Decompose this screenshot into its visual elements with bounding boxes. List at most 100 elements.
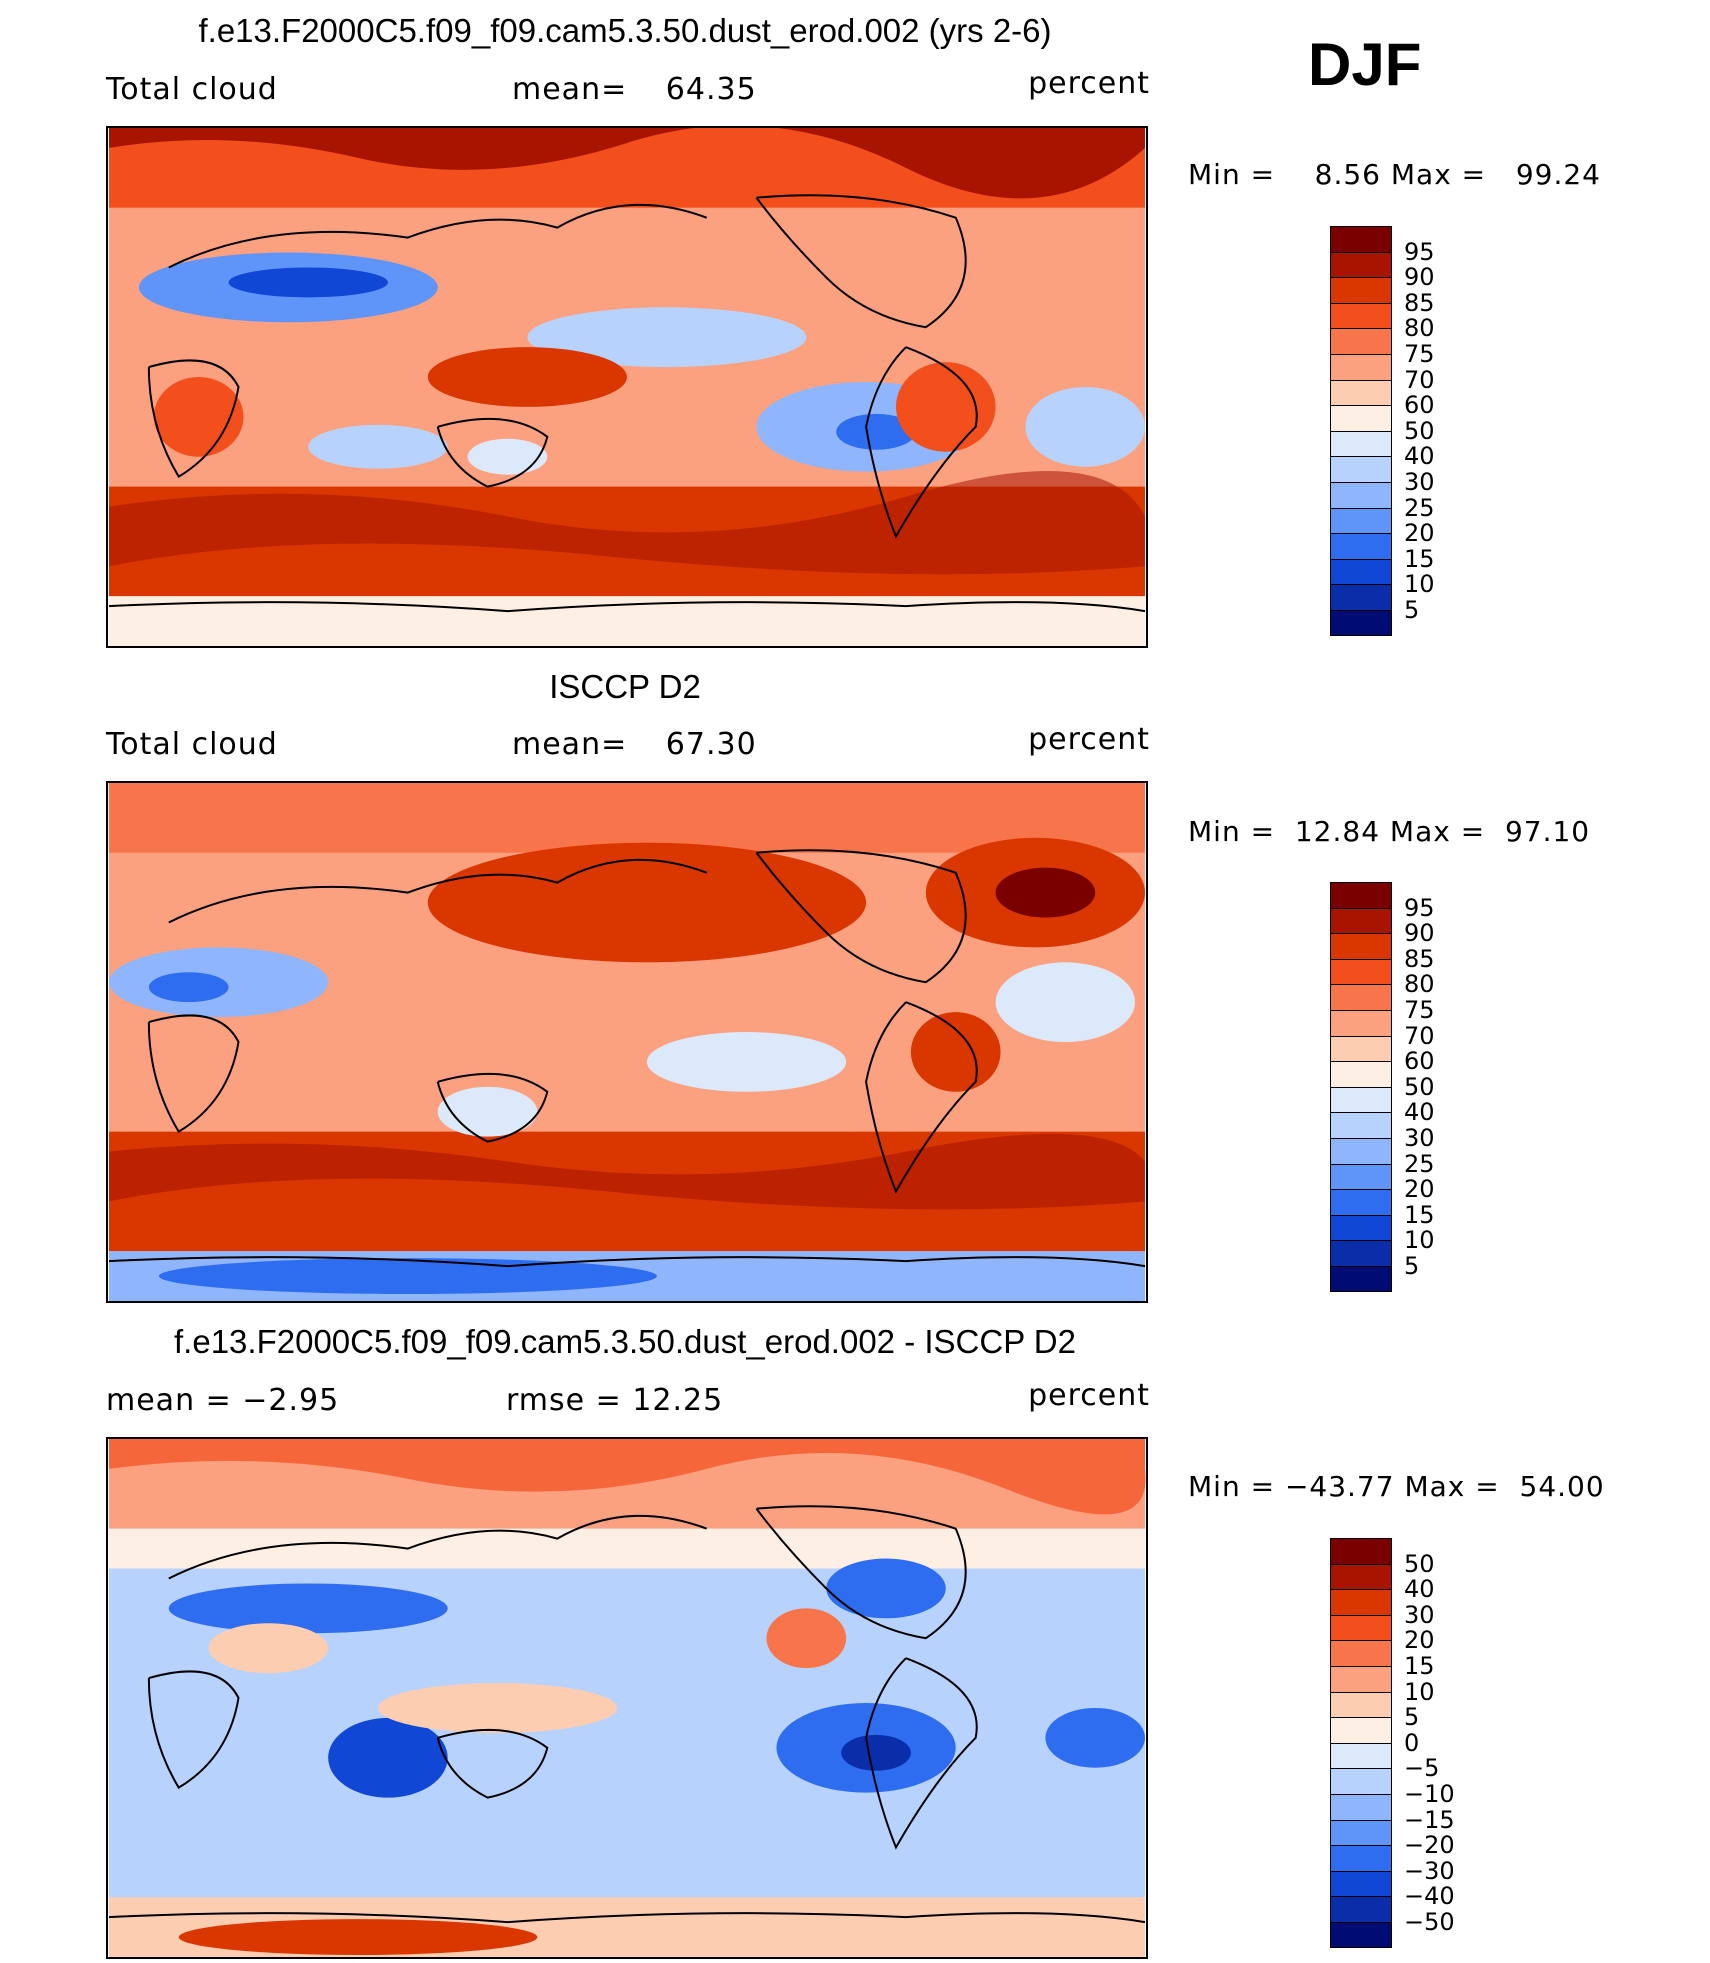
- colorbar-swatch: [1330, 558, 1392, 585]
- colorbar-swatch: [1330, 1768, 1392, 1794]
- colorbar-swatch: [1330, 1240, 1392, 1266]
- colorbar-label: −20: [1404, 1831, 1455, 1860]
- colorbar-label: 80: [1404, 970, 1435, 999]
- panel1-blob-spacific-core: [836, 413, 916, 450]
- colorbar-label: 30: [1404, 468, 1435, 496]
- colorbar-label: −30: [1404, 1856, 1455, 1885]
- panel1-coast-africa: [147, 359, 240, 479]
- panel1-band-southern-dark: [109, 470, 1145, 575]
- panel3-coast-eurasia: [168, 1514, 708, 1580]
- colorbar-swatch: [1330, 1896, 1392, 1922]
- colorbar-label: 20: [1404, 519, 1435, 548]
- colorbar-label: −50: [1404, 1908, 1455, 1936]
- colorbar-label: 20: [1404, 1175, 1435, 1204]
- colorbar-swatch: [1330, 1265, 1392, 1292]
- colorbar-label: 40: [1404, 442, 1435, 471]
- colorbar-swatch: [1330, 1538, 1392, 1564]
- colorbar-swatch: [1330, 1717, 1392, 1743]
- panel2-colorbar: [1330, 882, 1392, 1292]
- panel2-blob-natlantic-core: [995, 867, 1096, 918]
- colorbar-label: 95: [1404, 893, 1435, 922]
- colorbar-label: 15: [1404, 1200, 1435, 1229]
- colorbar-label: 10: [1404, 1677, 1435, 1706]
- panel1-mean: mean= 64.35: [512, 72, 757, 107]
- panel2-blob-npacific: [427, 842, 867, 963]
- panel3-blob-antarctic-core: [178, 1919, 538, 1956]
- colorbar-label: 5: [1404, 1703, 1420, 1732]
- colorbar-label: 85: [1404, 288, 1435, 317]
- panel3-colorbar: [1330, 1538, 1392, 1948]
- colorbar-swatch: [1330, 379, 1392, 406]
- colorbar-label: 70: [1404, 365, 1435, 394]
- panel2-units: percent: [1028, 722, 1150, 757]
- panel1-units: percent: [1028, 66, 1150, 101]
- colorbar-swatch: [1330, 1009, 1392, 1036]
- panel3-band-arctic-dark: [109, 1439, 1146, 1515]
- colorbar-label: 30: [1404, 1124, 1435, 1152]
- panel2-blob-atlantic: [995, 962, 1136, 1042]
- colorbar-label: 15: [1404, 544, 1435, 573]
- panel3-blob-arabia: [208, 1623, 329, 1674]
- colorbar-label: 30: [1404, 1600, 1435, 1629]
- panel3-units: percent: [1028, 1378, 1150, 1413]
- panel3-blob-asia: [168, 1583, 448, 1634]
- colorbar-swatch: [1330, 277, 1392, 303]
- colorbar-swatch: [1330, 1137, 1392, 1164]
- panel1-coast-antarctica: [108, 601, 1146, 613]
- colorbar-swatch: [1330, 1112, 1392, 1138]
- panel2-coast-antarctica: [108, 1256, 1146, 1268]
- colorbar-swatch: [1330, 1793, 1392, 1820]
- panel3-blob-namerica: [826, 1558, 946, 1619]
- panel2-blob-australia: [437, 1086, 538, 1137]
- panel3-map-svg: [108, 1439, 1146, 1957]
- panel1-coast-australia: [436, 417, 549, 488]
- panel1-blob-asia-core: [228, 267, 388, 298]
- panel1-map: [106, 126, 1148, 648]
- colorbar-label: 90: [1404, 263, 1435, 292]
- panel1-band-arctic-dark: [108, 128, 1145, 199]
- panel2-coast-eurasia: [168, 858, 708, 924]
- panel1-blob-amazon: [895, 362, 996, 452]
- panel2-blob-amazon: [910, 1012, 1001, 1092]
- colorbar-label: 50: [1404, 1549, 1435, 1578]
- panel1-title: f.e13.F2000C5.f09_f09.cam5.3.50.dust_ero…: [198, 12, 1052, 49]
- colorbar-label: 50: [1404, 416, 1435, 445]
- colorbar-swatch: [1330, 1921, 1392, 1948]
- colorbar-label: 70: [1404, 1021, 1435, 1050]
- colorbar-label: 0: [1404, 1728, 1420, 1757]
- colorbar-swatch: [1330, 405, 1392, 431]
- colorbar-swatch: [1330, 1742, 1392, 1769]
- panel3-blob-maritime: [377, 1683, 618, 1733]
- panel1-minmax: Min = 8.56 Max = 99.24: [1188, 158, 1601, 191]
- colorbar-swatch: [1330, 1614, 1392, 1641]
- colorbar-swatch: [1330, 1589, 1392, 1615]
- colorbar-label: 25: [1404, 493, 1435, 522]
- colorbar-swatch: [1330, 328, 1392, 354]
- panel2-blob-sahara-core: [148, 972, 229, 1003]
- colorbar-swatch: [1330, 1870, 1392, 1897]
- colorbar-swatch: [1330, 1189, 1392, 1215]
- panel1-variable: Total cloud: [106, 72, 278, 107]
- colorbar-swatch: [1330, 1563, 1392, 1590]
- colorbar-label: 40: [1404, 1098, 1435, 1127]
- panel3-mean: mean = −2.95: [106, 1383, 340, 1418]
- panel2-coast-africa: [147, 1014, 240, 1134]
- colorbar-label: −10: [1404, 1780, 1455, 1808]
- panel3-blob-indian: [328, 1717, 448, 1798]
- colorbar-swatch: [1330, 609, 1392, 636]
- colorbar-swatch: [1330, 302, 1392, 329]
- colorbar-label: 75: [1404, 996, 1435, 1024]
- colorbar-label: −5: [1404, 1754, 1440, 1783]
- colorbar-swatch: [1330, 481, 1392, 508]
- colorbar-swatch: [1330, 456, 1392, 482]
- colorbar-swatch: [1330, 533, 1392, 559]
- colorbar-label: 5: [1404, 596, 1420, 624]
- colorbar-label: 80: [1404, 314, 1435, 343]
- colorbar-label: 10: [1404, 570, 1435, 599]
- panel3-title: f.e13.F2000C5.f09_f09.cam5.3.50.dust_ero…: [174, 1323, 1076, 1360]
- panel1-colorbar: [1330, 226, 1392, 636]
- panel2-blob-spacific: [646, 1032, 847, 1092]
- colorbar-swatch: [1330, 1665, 1392, 1692]
- colorbar-swatch: [1330, 251, 1392, 278]
- colorbar-swatch: [1330, 984, 1392, 1010]
